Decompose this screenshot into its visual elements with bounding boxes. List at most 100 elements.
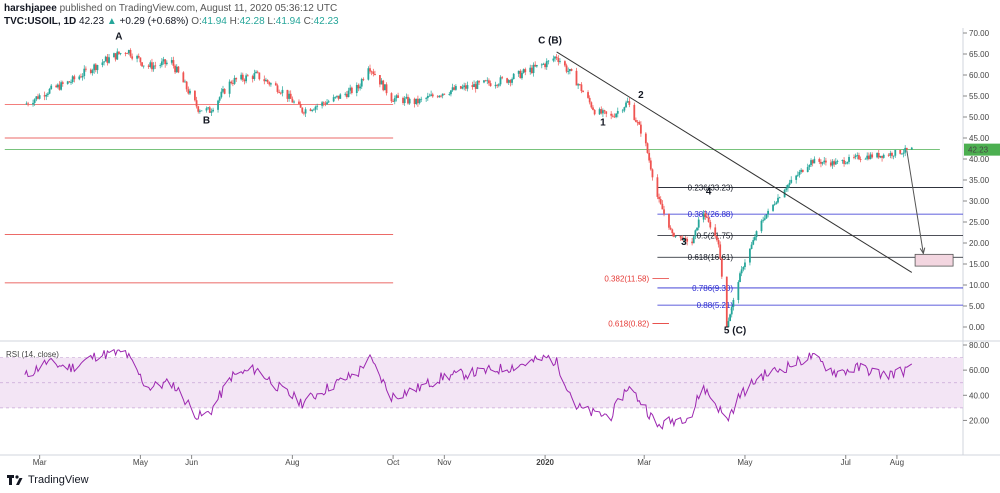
candle-down (289, 93, 292, 99)
open-label: O: (191, 16, 202, 27)
candle-up (119, 53, 122, 54)
candle-down (593, 109, 596, 115)
candle-up (304, 109, 307, 114)
candle-down (719, 244, 722, 259)
candle-up (554, 56, 556, 59)
wave-label: 1 (600, 117, 606, 128)
candle-down (905, 147, 908, 150)
candle-up (207, 107, 210, 109)
candle-down (530, 67, 533, 74)
candle-up (403, 98, 406, 103)
candle-up (732, 299, 735, 307)
candle-down (309, 109, 312, 111)
candle-down (106, 56, 109, 63)
candle-down (578, 84, 581, 86)
candle-down (241, 74, 244, 80)
candle-up (50, 85, 53, 89)
candle-down (407, 96, 409, 104)
candle-down (509, 80, 512, 83)
candle-up (522, 69, 525, 73)
price-tick-label: 5.00 (969, 302, 985, 311)
candle-down (570, 69, 573, 71)
fib-level-label: 0.382(26.88) (688, 210, 734, 219)
candle-up (742, 266, 745, 270)
candle-up (765, 214, 768, 219)
downtrend-line (556, 51, 913, 273)
candle-down (648, 152, 651, 161)
candle-up (476, 81, 479, 89)
candle-down (651, 169, 654, 178)
time-tick-label: Aug (285, 458, 299, 467)
candle-up (823, 160, 826, 163)
candle-down (557, 58, 560, 62)
candle-down (301, 107, 304, 113)
candle-down (843, 160, 845, 164)
candle-down (58, 84, 61, 90)
candle-down (709, 221, 712, 228)
candle-up (483, 80, 485, 83)
fib-level-label: 0.618(16.61) (688, 253, 734, 262)
candle-down (471, 85, 474, 88)
candle-up (821, 162, 824, 164)
candle-down (825, 160, 827, 163)
candle-down (720, 258, 723, 277)
candle-down (488, 80, 490, 84)
candle-up (542, 63, 545, 65)
candle-down (256, 71, 259, 73)
candle-up (332, 97, 335, 102)
candle-up (730, 306, 733, 315)
candle-up (312, 109, 315, 111)
candle-down (357, 84, 360, 89)
candle-up (60, 82, 63, 90)
candle-up (737, 282, 740, 300)
high-label: H: (229, 16, 240, 27)
candle-up (621, 110, 624, 112)
candle-up (567, 71, 570, 72)
candle-up (108, 57, 110, 63)
candle-up (682, 238, 685, 241)
candle-up (615, 113, 618, 118)
candle-up (265, 79, 267, 82)
candle-down (656, 177, 659, 197)
tradingview-footer[interactable]: TradingView (6, 474, 89, 486)
candle-down (501, 77, 504, 79)
candle-down (639, 124, 642, 134)
candle-down (291, 98, 294, 103)
candle-up (882, 154, 885, 158)
candle-down (474, 84, 477, 89)
oil-price-chart[interactable]: 70.0065.0060.0055.0050.0045.0040.0035.00… (0, 0, 1000, 473)
candle-up (228, 81, 231, 94)
candle-down (374, 74, 376, 76)
candle-up (763, 218, 766, 220)
candle-up (521, 72, 523, 79)
time-tick-label: Jul (841, 458, 851, 467)
candle-up (692, 236, 695, 244)
candle-up (752, 240, 755, 245)
candle-up (866, 155, 869, 159)
candle-up (836, 161, 839, 162)
candle-down (278, 91, 281, 93)
candle-up (702, 213, 705, 220)
candle-up (240, 74, 243, 80)
candle-up (511, 79, 513, 83)
low-value: 41.94 (275, 16, 301, 27)
candle-down (496, 84, 499, 86)
candle-down (818, 158, 821, 162)
candle-up (499, 77, 502, 85)
candle-up (674, 235, 677, 237)
candle-down (853, 156, 855, 158)
candle-down (668, 213, 670, 228)
candle-up (336, 95, 338, 97)
rsi-tick-label: 80.00 (969, 341, 990, 350)
candle-up (602, 110, 604, 114)
candle-down (235, 77, 238, 80)
candle-down (258, 72, 261, 80)
candle-up (420, 98, 423, 100)
candle-up (696, 227, 698, 231)
candle-down (185, 81, 188, 90)
candle-down (464, 85, 467, 89)
projection-arrow-head-icon (919, 247, 926, 255)
author-name[interactable]: harshjapee (4, 3, 57, 14)
candle-down (379, 75, 381, 85)
candle-up (311, 109, 314, 111)
